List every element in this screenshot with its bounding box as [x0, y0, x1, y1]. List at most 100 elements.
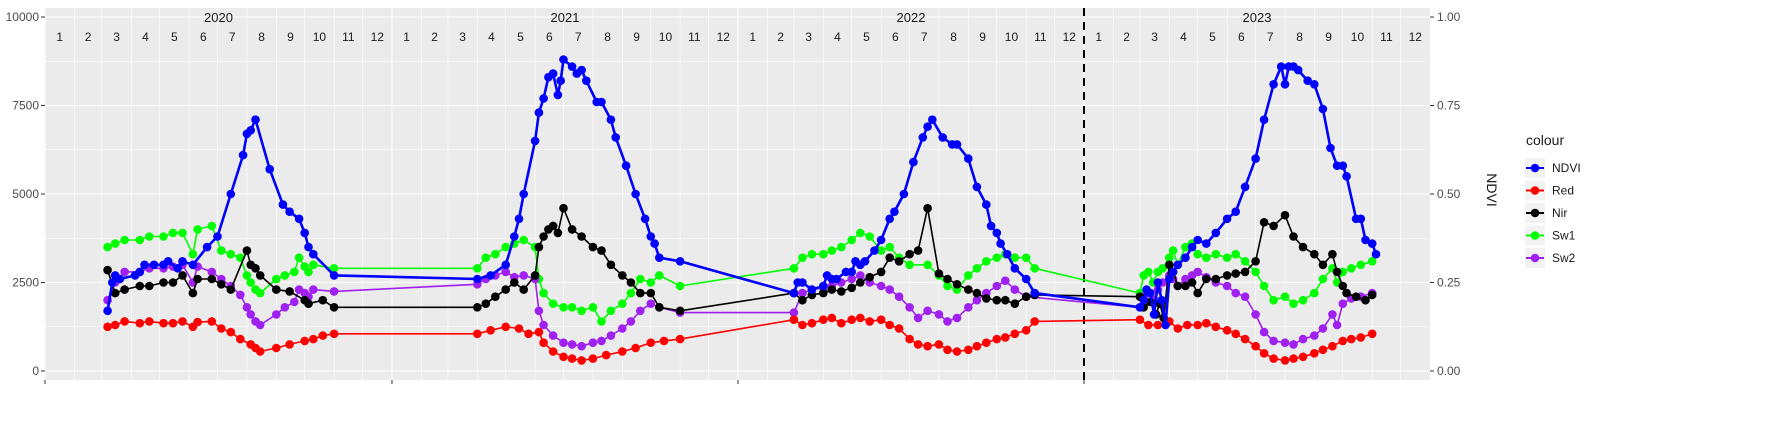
data-point-sw2 — [646, 299, 656, 309]
legend-key-point — [1530, 186, 1540, 195]
data-point-sw2 — [894, 292, 904, 302]
month-label: 9 — [1325, 30, 1332, 44]
data-point-ndvi — [876, 235, 886, 245]
data-point-ndvi — [309, 249, 318, 259]
data-point-sw2 — [567, 340, 577, 349]
data-point-red — [1173, 324, 1183, 333]
data-point-nir — [1240, 267, 1250, 277]
data-point-ndvi — [577, 65, 586, 75]
data-point-red — [1193, 320, 1202, 330]
data-point-sw2 — [236, 290, 245, 300]
data-point-nir — [120, 285, 129, 294]
data-point-nir — [534, 242, 544, 252]
data-point-sw2 — [577, 341, 586, 351]
data-point-sw1 — [972, 264, 982, 273]
data-point-sw1 — [837, 242, 846, 252]
data-point-nir — [510, 278, 519, 287]
data-point-nir — [1269, 221, 1278, 231]
data-point-red — [159, 318, 168, 328]
data-point-ndvi — [514, 214, 524, 224]
data-point-sw1 — [1202, 253, 1211, 262]
data-point-ndvi — [597, 97, 606, 107]
month-label: 5 — [517, 30, 524, 44]
data-point-sw2 — [856, 271, 865, 280]
data-point-sw1 — [110, 239, 120, 248]
month-label: 5 — [171, 30, 178, 44]
month-label: 2 — [85, 30, 92, 44]
data-point-nir — [982, 294, 991, 303]
data-point-nir — [964, 285, 973, 294]
data-point-sw2 — [1338, 299, 1348, 309]
data-point-red — [789, 315, 799, 325]
data-point-red — [272, 343, 281, 353]
data-point-sw1 — [226, 249, 236, 259]
data-point-red — [675, 334, 685, 344]
data-point-sw1 — [1356, 260, 1366, 270]
data-point-nir — [952, 280, 962, 289]
data-point-red — [1298, 352, 1308, 362]
data-point-sw2 — [1251, 310, 1260, 319]
data-point-nir — [1351, 292, 1361, 302]
data-point-nir — [207, 274, 217, 284]
data-point-sw1 — [1193, 249, 1202, 259]
data-point-ndvi — [1187, 242, 1197, 252]
data-point-ndvi — [1021, 274, 1031, 284]
data-point-nir — [1259, 218, 1269, 227]
data-point-red — [255, 347, 265, 356]
data-point-ndvi — [1303, 76, 1312, 85]
data-point-nir — [481, 299, 491, 309]
left-tick-label: 5000 — [12, 187, 39, 201]
data-point-nir — [1328, 249, 1337, 259]
data-point-ndvi — [1269, 80, 1278, 89]
month-label: 11 — [688, 30, 701, 44]
data-point-ndvi — [832, 274, 841, 284]
data-point-ndvi — [1146, 288, 1155, 298]
data-point-sw1 — [1021, 253, 1031, 262]
data-point-sw1 — [168, 228, 178, 238]
data-point-sw2 — [588, 338, 598, 348]
data-point-ndvi — [798, 278, 807, 287]
data-point-sw2 — [972, 295, 982, 305]
data-point-sw2 — [943, 317, 952, 326]
month-label: 7 — [1267, 30, 1274, 44]
data-point-nir — [905, 249, 914, 259]
data-point-red — [1367, 329, 1377, 339]
data-point-red — [501, 322, 511, 332]
data-point-sw1 — [159, 232, 168, 241]
data-point-ndvi — [646, 232, 656, 241]
data-point-red — [178, 317, 187, 326]
data-point-red — [1222, 326, 1232, 335]
data-point-ndvi — [1231, 207, 1240, 216]
data-point-nir — [285, 287, 294, 296]
data-point-sw1 — [217, 246, 226, 255]
data-point-ndvi — [1338, 161, 1348, 170]
axes: 0 2500 5000 7500 10000 0.00 0.25 0.50 0.75 1.00 — [6, 10, 1461, 384]
data-point-red — [1289, 354, 1298, 363]
data-point-ndvi — [178, 257, 187, 266]
data-point-red — [534, 327, 544, 337]
month-label: 10 — [1351, 30, 1365, 44]
data-point-sw1 — [207, 221, 217, 231]
data-point-nir — [865, 272, 874, 282]
data-point-red — [856, 313, 865, 323]
month-label: 4 — [142, 30, 149, 44]
data-point-sw1 — [636, 274, 645, 284]
data-point-red — [1010, 329, 1020, 339]
month-label: 5 — [863, 30, 870, 44]
data-point-ndvi — [675, 257, 685, 266]
data-point-sw1 — [964, 271, 973, 280]
series-ndvi — [103, 55, 1381, 330]
data-point-ndvi — [265, 164, 275, 174]
data-point-sw2 — [597, 336, 606, 346]
right-tick-label: 1.00 — [1437, 10, 1461, 24]
data-point-ndvi — [870, 246, 879, 255]
data-point-ndvi — [789, 288, 799, 298]
legend-key-point — [1530, 208, 1540, 218]
data-point-sw1 — [1158, 264, 1167, 273]
data-point-sw1 — [309, 260, 318, 270]
data-point-red — [631, 343, 640, 353]
data-point-nir — [827, 285, 837, 294]
data-point-sw2 — [934, 310, 944, 319]
data-point-ndvi — [982, 200, 991, 209]
data-point-sw1 — [1144, 267, 1153, 277]
